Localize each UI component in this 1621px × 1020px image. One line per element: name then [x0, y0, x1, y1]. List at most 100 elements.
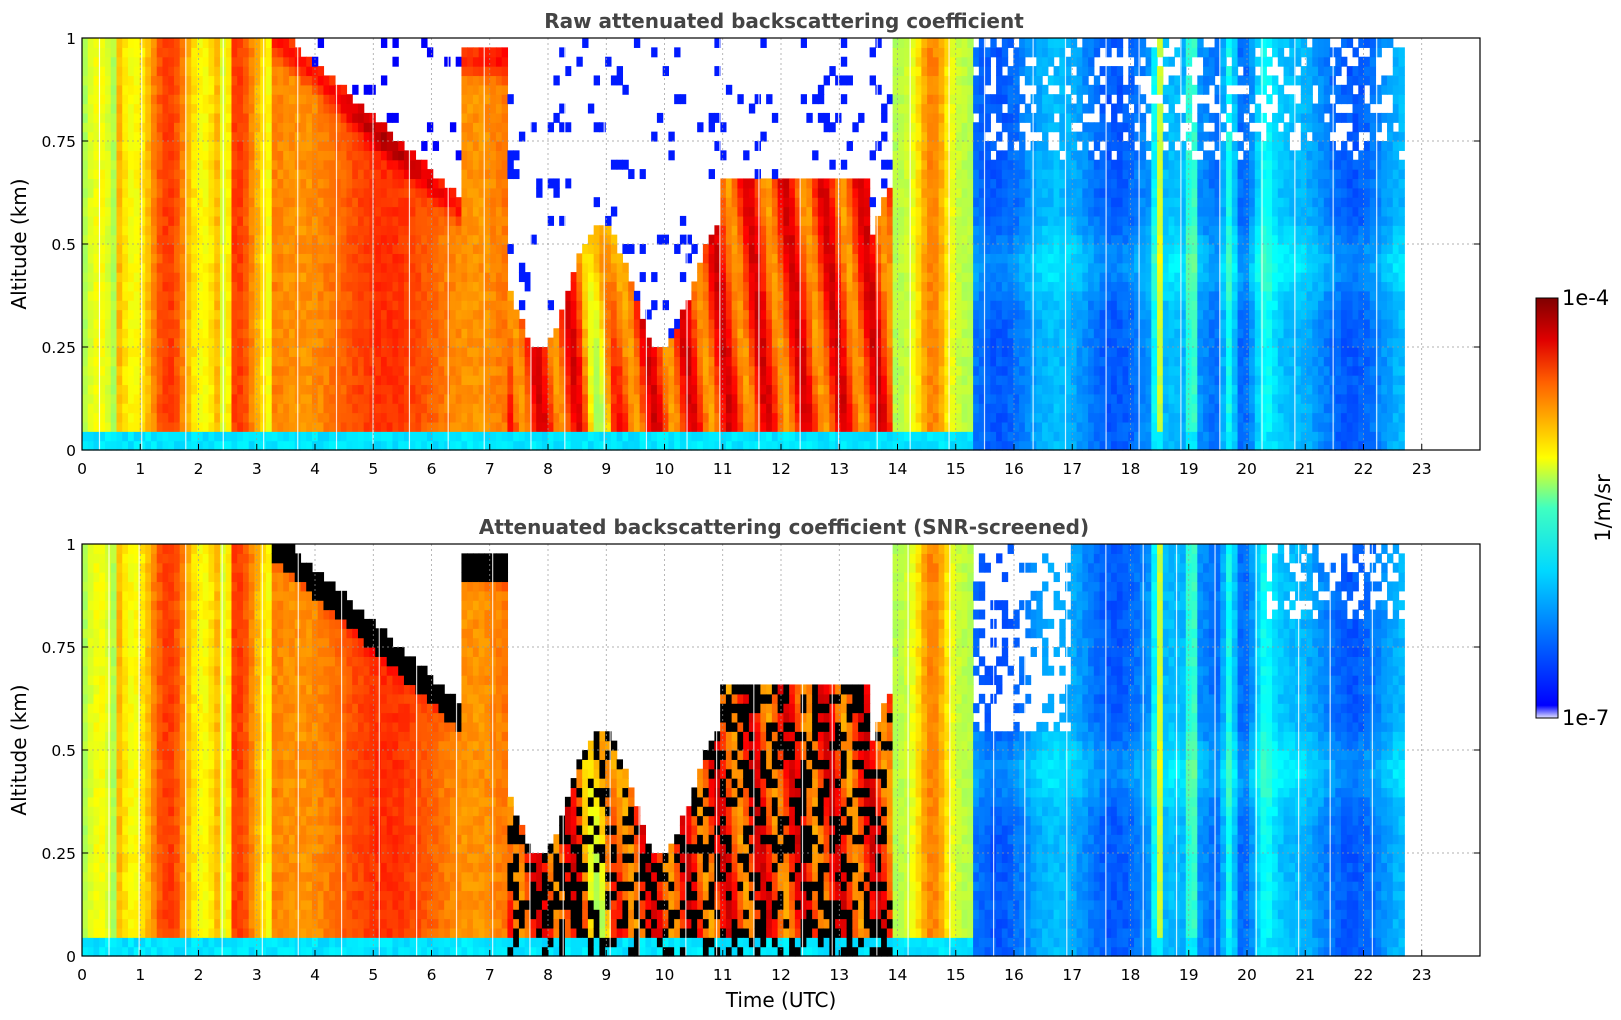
heatmap-cell [168, 347, 175, 357]
heatmap-cell [582, 375, 589, 386]
heatmap-cell [173, 103, 181, 114]
heatmap-cell [582, 318, 589, 329]
heatmap-cell [438, 318, 445, 329]
heatmap-cell [403, 206, 411, 217]
heatmap-cell [852, 440, 859, 451]
heatmap-cell [265, 347, 273, 357]
heatmap-cell [829, 356, 836, 367]
heatmap-cell [237, 318, 244, 329]
heatmap-cell [116, 150, 123, 161]
heatmap-cell [392, 431, 399, 442]
heatmap-cell [886, 403, 894, 414]
heatmap-cell [242, 197, 250, 208]
heatmap-cell [685, 384, 692, 395]
heatmap-cell [133, 365, 141, 376]
heatmap-cell [858, 356, 865, 367]
heatmap-cell [214, 234, 221, 245]
heatmap-cell [846, 412, 853, 423]
heatmap-cell [421, 290, 428, 301]
heatmap-cell [87, 234, 95, 245]
heatmap-cell [817, 375, 825, 386]
heatmap-cell [162, 215, 169, 226]
heatmap-cell [892, 328, 899, 339]
heatmap-cell [93, 178, 100, 189]
heatmap-cell [99, 300, 106, 311]
heatmap-cell [478, 131, 486, 142]
heatmap-cell [881, 356, 888, 367]
heatmap-cell [317, 272, 325, 283]
heatmap-cell [748, 337, 756, 348]
heatmap-cell [645, 412, 652, 423]
heatmap-cell [760, 412, 767, 423]
heatmap-cell [87, 94, 95, 105]
heatmap-cell [789, 347, 796, 357]
heatmap-cell [472, 309, 480, 320]
heatmap-cell [248, 141, 256, 151]
heatmap-cell [340, 290, 348, 301]
heatmap-cell [909, 318, 917, 329]
heatmap-cell [932, 318, 940, 329]
heatmap-cell [139, 421, 146, 432]
heatmap-cell [789, 384, 796, 395]
heatmap-cell [110, 215, 118, 226]
heatmap-cell [277, 421, 284, 432]
heatmap-cell [685, 412, 692, 423]
heatmap-cell [191, 440, 198, 451]
heatmap-cell [145, 215, 152, 226]
heatmap-cell [743, 206, 750, 217]
heatmap-cell [495, 103, 503, 114]
heatmap-cell [196, 384, 204, 395]
heatmap-cell [490, 318, 497, 329]
heatmap-cell [426, 253, 434, 264]
heatmap-cell [599, 365, 606, 376]
heatmap-cell [415, 403, 422, 414]
heatmap-cell [346, 187, 353, 198]
heatmap-cell [478, 384, 486, 395]
heatmap-cell [173, 328, 181, 339]
heatmap-cell [467, 337, 474, 348]
heatmap-cell [225, 337, 233, 348]
heatmap-cell [587, 234, 595, 245]
heatmap-cell [168, 309, 175, 320]
heatmap-cell [173, 66, 181, 77]
heatmap-cell [748, 347, 756, 357]
heatmap-cell [616, 309, 624, 320]
heatmap-cell [99, 178, 106, 189]
heatmap-cell [691, 281, 698, 292]
heatmap-cell [237, 393, 244, 404]
heatmap-cell [754, 187, 761, 198]
heatmap-cell [357, 309, 365, 320]
heatmap-cell [507, 356, 514, 367]
heatmap-cell [403, 300, 411, 311]
heatmap-cell [237, 431, 244, 442]
heatmap-cell [162, 187, 169, 198]
heatmap-cell [714, 403, 721, 414]
heatmap-cell [513, 318, 520, 329]
heatmap-cell [605, 412, 612, 423]
heatmap-cell [754, 290, 761, 301]
heatmap-cell [783, 178, 790, 189]
heatmap-cell [329, 112, 336, 123]
heatmap-cell [87, 375, 95, 386]
heatmap-cell [127, 262, 135, 273]
heatmap-cell [421, 178, 428, 189]
heatmap-cell [829, 281, 836, 292]
heatmap-cell [352, 365, 359, 376]
heatmap-cell [731, 347, 738, 357]
heatmap-cell [904, 262, 911, 273]
heatmap-cell [783, 318, 790, 329]
heatmap-cell [386, 403, 394, 414]
heatmap-cell [587, 421, 595, 432]
heatmap-cell [162, 56, 169, 67]
heatmap-cell [915, 272, 922, 283]
heatmap-cell [202, 365, 210, 376]
heatmap-cell [329, 272, 336, 283]
heatmap-cell [421, 262, 428, 273]
heatmap-cell [87, 197, 95, 208]
heatmap-cell [237, 244, 244, 254]
heatmap-cell [501, 253, 509, 264]
heatmap-cell [495, 272, 503, 283]
heatmap-cell [605, 393, 612, 404]
heatmap-cell [518, 328, 526, 339]
heatmap-cell [449, 197, 457, 208]
